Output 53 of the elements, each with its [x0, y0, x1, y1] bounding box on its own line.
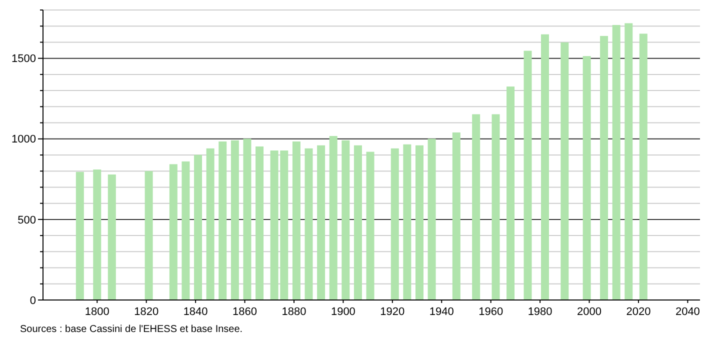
x-tick-label: 1820 [134, 306, 159, 318]
bar [230, 140, 239, 300]
x-tick-label: 1900 [330, 306, 356, 318]
bar [292, 141, 300, 300]
bar [403, 144, 412, 300]
bar [144, 171, 153, 300]
bar [304, 148, 313, 300]
y-tick-label: 1000 [12, 134, 36, 146]
bar [108, 174, 116, 300]
y-tick-label: 500 [18, 214, 36, 226]
bar [354, 145, 362, 300]
x-tick-label: 1800 [84, 306, 110, 318]
bar [540, 34, 549, 300]
source-note: Sources : base Cassini de l'EHESS et base Insee. [20, 324, 243, 335]
bar [428, 138, 436, 300]
bar [243, 138, 252, 300]
bar [639, 34, 648, 300]
bar [76, 172, 84, 300]
x-tick-label: 1880 [282, 306, 306, 318]
bar [93, 170, 102, 300]
bar [342, 140, 350, 300]
bar [182, 161, 190, 300]
y-tick-label: 1500 [12, 53, 36, 66]
bar [329, 136, 338, 300]
bar [600, 36, 608, 300]
bar [317, 145, 326, 300]
bar [612, 24, 620, 300]
bar [218, 141, 227, 300]
bar [256, 146, 264, 300]
x-tick-label: 1840 [183, 306, 208, 318]
bar [472, 114, 480, 300]
x-tick-label: 1980 [528, 306, 552, 318]
x-tick-label: 1960 [478, 306, 504, 318]
bar [506, 86, 515, 300]
bar [169, 164, 178, 300]
bar [366, 152, 374, 300]
bar [206, 148, 214, 300]
x-tick-label: 2000 [577, 306, 602, 318]
bar [390, 148, 399, 300]
bar [624, 23, 633, 300]
x-tick-label: 1860 [232, 306, 258, 318]
x-tick-label: 1940 [429, 306, 454, 318]
y-tick-label: 0 [30, 294, 36, 307]
x-tick-label: 2040 [675, 306, 700, 318]
x-tick-label: 1920 [380, 306, 405, 318]
bar [415, 145, 424, 300]
bar [452, 132, 460, 300]
bar [560, 42, 569, 300]
x-tick-label: 2020 [626, 306, 651, 318]
bar [194, 154, 202, 300]
bar [492, 114, 500, 300]
bar [582, 56, 591, 300]
bar [524, 50, 532, 300]
